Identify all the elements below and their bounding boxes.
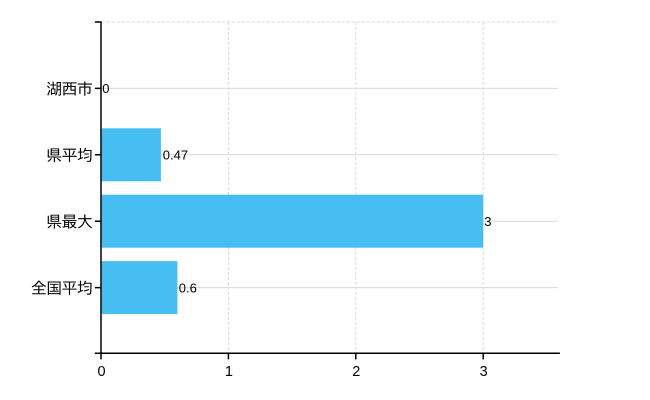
svg-text:0: 0 bbox=[97, 364, 105, 380]
svg-text:2: 2 bbox=[352, 364, 360, 380]
svg-text:3: 3 bbox=[484, 214, 491, 229]
svg-text:0.47: 0.47 bbox=[163, 148, 188, 163]
svg-text:0: 0 bbox=[102, 81, 109, 96]
svg-text:3: 3 bbox=[480, 364, 488, 380]
svg-text:1: 1 bbox=[225, 364, 233, 380]
svg-text:0.6: 0.6 bbox=[179, 280, 197, 295]
